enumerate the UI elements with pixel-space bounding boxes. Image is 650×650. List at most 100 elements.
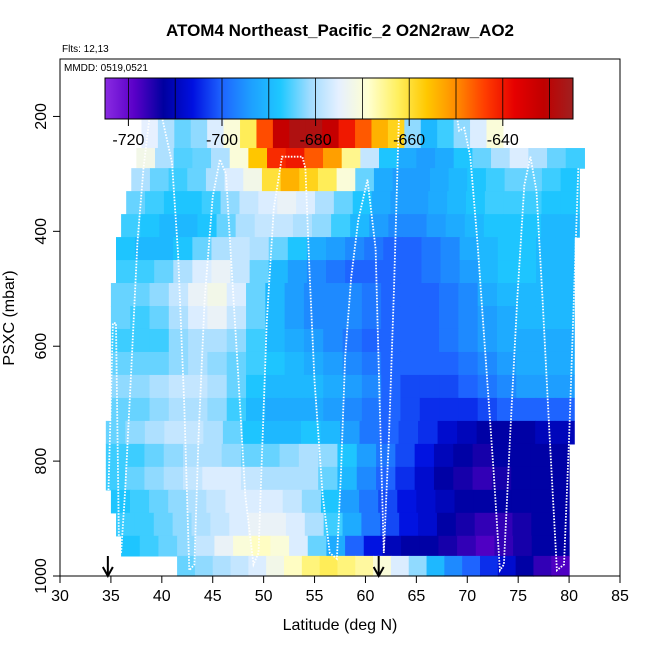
heatmap-cell xyxy=(268,237,289,261)
heatmap-cell xyxy=(428,191,448,215)
heatmap-cell xyxy=(121,535,141,557)
heatmap-cell xyxy=(154,260,174,284)
heatmap-cell xyxy=(226,328,247,353)
heatmap-cell xyxy=(116,237,136,261)
heatmap-cell xyxy=(502,214,523,238)
heatmap-cell xyxy=(177,535,197,557)
heatmap-cell xyxy=(528,148,548,169)
heatmap-cell xyxy=(320,489,341,514)
heatmap-cell xyxy=(361,306,382,330)
heatmap-cell xyxy=(511,489,532,514)
heatmap-cell xyxy=(342,397,363,422)
heatmap-cell xyxy=(371,119,389,149)
heatmap-cell xyxy=(555,260,575,284)
heatmap-cell xyxy=(207,351,228,376)
heatmap-cell xyxy=(263,489,284,514)
heatmap-cell xyxy=(458,374,479,399)
heatmap-cell xyxy=(212,555,232,577)
heatmap-cell xyxy=(516,237,537,261)
heatmap-cell xyxy=(453,119,471,149)
heatmap-cell xyxy=(466,191,486,215)
heatmap-cell xyxy=(265,283,286,307)
heatmap-cell xyxy=(497,237,518,261)
x-tick-label: 55 xyxy=(306,588,324,605)
heatmap-cell xyxy=(135,260,155,284)
heatmap-cell xyxy=(110,306,131,330)
heatmap-cell xyxy=(400,283,421,307)
y-axis-title: PSXC (mbar) xyxy=(1,270,18,365)
heatmap-cell xyxy=(459,237,480,261)
heatmap-cell xyxy=(149,306,170,330)
heatmap-cell xyxy=(110,328,131,353)
heatmap-cell xyxy=(398,420,419,445)
heatmap-cell xyxy=(125,466,146,491)
heatmap-cell xyxy=(243,168,263,192)
heatmap-cell xyxy=(242,420,263,445)
heatmap-cell xyxy=(284,374,305,399)
heatmap-cell xyxy=(503,191,524,215)
heatmap-cell xyxy=(266,555,285,577)
heatmap-cell xyxy=(378,489,398,514)
heatmap-cell xyxy=(246,397,266,422)
heatmap-cell xyxy=(136,148,156,169)
heatmap-cell xyxy=(201,191,222,215)
heatmap-cell xyxy=(168,374,189,399)
heatmap-cell xyxy=(379,148,399,169)
x-tick-label: 60 xyxy=(357,588,375,605)
heatmap-cell xyxy=(130,328,151,353)
heatmap-cell xyxy=(187,168,207,192)
heatmap-cells xyxy=(105,99,585,577)
heatmap-cell xyxy=(326,535,346,557)
heatmap-cell xyxy=(470,119,488,149)
heatmap-cell xyxy=(337,466,358,491)
heatmap-cell xyxy=(560,214,580,238)
x-tick-label: 85 xyxy=(611,588,629,605)
heatmap-cell xyxy=(373,168,394,192)
heatmap-cell xyxy=(448,168,468,192)
heatmap-cell xyxy=(419,535,440,557)
heatmap-cell xyxy=(550,489,570,514)
heatmap-cell xyxy=(306,260,327,284)
heatmap-cell xyxy=(246,283,266,307)
heatmap-cell xyxy=(281,420,302,445)
heatmap-cell xyxy=(486,119,504,149)
heatmap-cell xyxy=(402,260,423,284)
heatmap-cell xyxy=(341,148,361,169)
heatmap-cell xyxy=(149,374,170,399)
heatmap-cell xyxy=(211,237,232,261)
heatmap-cell xyxy=(361,397,382,422)
heatmap-cell xyxy=(336,168,356,192)
heatmap-cell xyxy=(173,237,193,261)
heatmap-cell xyxy=(478,237,499,261)
heatmap-cell xyxy=(318,466,339,491)
heatmap-cell xyxy=(235,214,256,238)
y-tick-label: 400 xyxy=(33,218,50,245)
heatmap-cell xyxy=(285,512,306,537)
heatmap-cell xyxy=(382,535,402,557)
heatmap-cell xyxy=(420,119,438,149)
heatmap-cell xyxy=(472,148,492,169)
heatmap-cell xyxy=(497,555,517,577)
heatmap-cell xyxy=(458,306,479,330)
heatmap-cell xyxy=(240,119,258,149)
heatmap-cell xyxy=(550,535,570,557)
heatmap-cell xyxy=(177,555,196,577)
y-tick-label: 800 xyxy=(33,448,50,475)
heatmap-cell xyxy=(153,512,174,537)
heatmap-cell xyxy=(178,214,199,238)
heatmap-cell xyxy=(400,397,421,422)
colorbar-tick-label: -700 xyxy=(206,132,238,149)
heatmap-cell xyxy=(455,512,476,537)
heatmap-cell xyxy=(400,306,421,330)
heatmap-cell xyxy=(312,214,332,238)
heatmap-cell xyxy=(433,443,454,468)
heatmap-cell xyxy=(130,397,151,422)
heatmap-cell xyxy=(416,148,436,169)
heatmap-cell xyxy=(549,466,570,491)
heatmap-cell xyxy=(549,443,570,468)
colorbar-tick-label: -720 xyxy=(112,132,144,149)
heatmap-cell xyxy=(116,260,136,284)
heatmap-cell xyxy=(230,555,249,577)
x-tick-label: 50 xyxy=(255,588,273,605)
heatmap-cell xyxy=(356,466,377,491)
